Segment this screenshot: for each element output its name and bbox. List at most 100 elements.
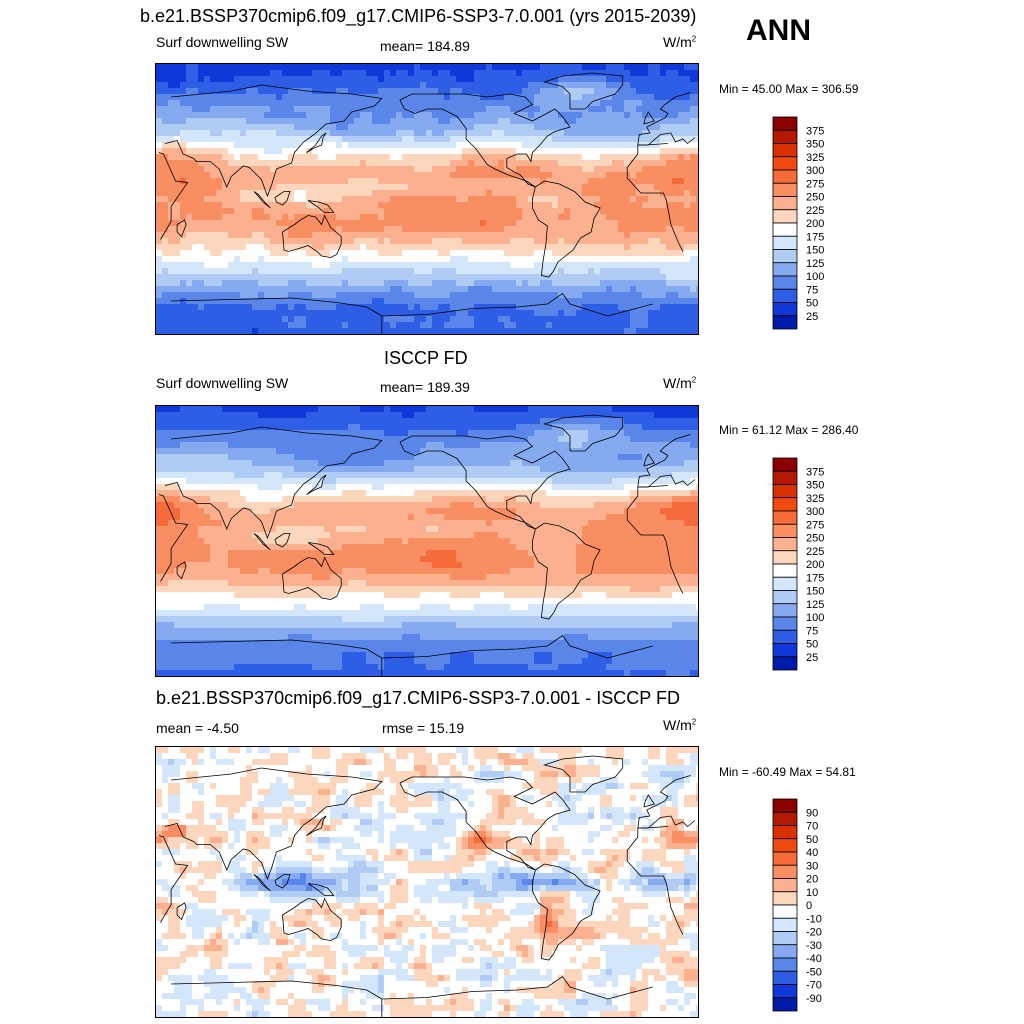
- coastline: [637, 815, 696, 829]
- panel-minmax: Min = -60.49 Max = 54.81: [719, 765, 856, 779]
- colorbar-tick-label: 325: [806, 493, 824, 505]
- colorbar-tick-label: 125: [806, 599, 824, 611]
- colorbar-swatch: [772, 143, 798, 158]
- colorbar-tick-label: 100: [806, 271, 824, 283]
- panel-left-label: Surf downwelling SW: [156, 34, 289, 50]
- colorbar-swatch: [772, 550, 798, 565]
- colorbar-tick-label: -50: [806, 966, 822, 978]
- colorbar-swatch: [772, 643, 798, 658]
- colorbar-tick-label: 20: [806, 874, 818, 886]
- colorbar-swatch: [772, 957, 798, 972]
- colorbar-tick-label: -10: [806, 913, 822, 925]
- colorbar-swatch: [772, 470, 798, 485]
- colorbar-tick-label: 225: [806, 546, 824, 558]
- colorbar-tick-label: 125: [806, 258, 824, 270]
- colorbar-swatch: [772, 864, 798, 879]
- colorbar-tick-label: 50: [806, 298, 818, 310]
- colorbar-tick-label: 175: [806, 231, 824, 243]
- coastline: [176, 902, 187, 921]
- coastline: [643, 794, 655, 808]
- colorbar-swatch: [772, 944, 798, 959]
- coastline: [253, 191, 271, 209]
- panel-title: b.e21.BSSP370cmip6.f09_g17.CMIP6-SSP3-7.…: [156, 688, 680, 708]
- colorbar-tick-label: 200: [806, 559, 824, 571]
- colorbar-tick-label: 350: [806, 480, 824, 492]
- colorbar-swatch: [772, 576, 798, 591]
- colorbar-tick-label: 50: [806, 834, 818, 846]
- colorbar-swatch: [772, 116, 798, 131]
- colorbar-swatch: [772, 182, 798, 197]
- map-canvas: [156, 406, 698, 676]
- colorbar-tick-label: 225: [806, 205, 824, 217]
- map-diff: [155, 746, 699, 1018]
- colorbar-swatch: [772, 262, 798, 277]
- colorbar-swatch: [772, 523, 798, 538]
- coastline: [274, 191, 291, 206]
- colorbar-tick-label: -40: [806, 953, 822, 965]
- colorbar-tick-label: 250: [806, 192, 824, 204]
- coastline: [164, 426, 383, 540]
- coastline: [171, 639, 383, 676]
- colorbar-tick-label: 90: [806, 807, 818, 819]
- colorbar-tick-label: 75: [806, 625, 818, 637]
- colorbar-swatch: [772, 497, 798, 512]
- coastline: [531, 863, 601, 961]
- colorbar-tick-label: -20: [806, 927, 822, 939]
- colorbar-swatch: [772, 851, 798, 866]
- colorbar-swatch: [772, 537, 798, 552]
- colorbar-tick-label: 50: [806, 639, 818, 651]
- map-model: [155, 63, 699, 335]
- coastline: [282, 897, 342, 941]
- coastline: [307, 883, 335, 896]
- colorbar-swatch: [772, 288, 798, 303]
- panel-units: W/m2: [663, 34, 697, 50]
- coastline-layer: [158, 414, 696, 676]
- colorbar-tick-label: 375: [806, 466, 824, 478]
- colorbar-swatch: [772, 811, 798, 826]
- panel-units: W/m2: [663, 717, 697, 733]
- coastline: [171, 297, 383, 334]
- coastline: [164, 767, 383, 881]
- coastline: [637, 775, 691, 829]
- coastline: [637, 434, 691, 488]
- coastline: [637, 474, 696, 488]
- colorbar-diff: 90 70 50 40 30 20 10 0 -10 -20 -30 -40 -50 -70 -90: [772, 798, 862, 1012]
- colorbar-swatch: [772, 984, 798, 999]
- coastline-layer: [158, 72, 696, 334]
- coastline: [399, 93, 571, 188]
- colorbar-tick-label: 100: [806, 612, 824, 624]
- coastline: [531, 522, 601, 620]
- colorbar-tick-label: 175: [806, 572, 824, 584]
- panel-mean-label: mean= 184.89: [380, 38, 470, 54]
- colorbar-swatch: [772, 315, 798, 330]
- coastline: [381, 634, 653, 659]
- coastline: [158, 152, 189, 240]
- coastline: [306, 815, 327, 836]
- colorbar-tick-label: 10: [806, 887, 818, 899]
- panel-title: ISCCP FD: [384, 348, 468, 368]
- colorbar-tick-label: 25: [806, 652, 818, 664]
- colorbar-swatch: [772, 629, 798, 644]
- colorbar-swatch: [772, 563, 798, 578]
- coastline: [542, 72, 624, 110]
- colorbar-tick-label: 300: [806, 165, 824, 177]
- colorbar-swatch: [772, 209, 798, 224]
- colorbar-obs: 375 350 325 300 275 250 225 200 175 150 125 100 75 50…: [772, 457, 862, 671]
- coastline: [306, 474, 327, 495]
- coastline: [643, 453, 655, 467]
- colorbar-tick-label: 325: [806, 152, 824, 164]
- colorbar-tick-label: 300: [806, 506, 824, 518]
- coastline-layer: [158, 755, 696, 1017]
- panel-minmax: Min = 45.00 Max = 306.59: [719, 82, 859, 96]
- colorbar-tick-label: 275: [806, 519, 824, 531]
- colorbar-swatch: [772, 302, 798, 317]
- coastline: [637, 132, 696, 146]
- colorbar-swatch: [772, 222, 798, 237]
- coastline: [626, 145, 684, 252]
- colorbar-swatch: [772, 275, 798, 290]
- coastline: [158, 835, 189, 923]
- map-obs: [155, 405, 699, 677]
- panel-units: W/m2: [663, 375, 697, 391]
- colorbar-swatch: [772, 196, 798, 211]
